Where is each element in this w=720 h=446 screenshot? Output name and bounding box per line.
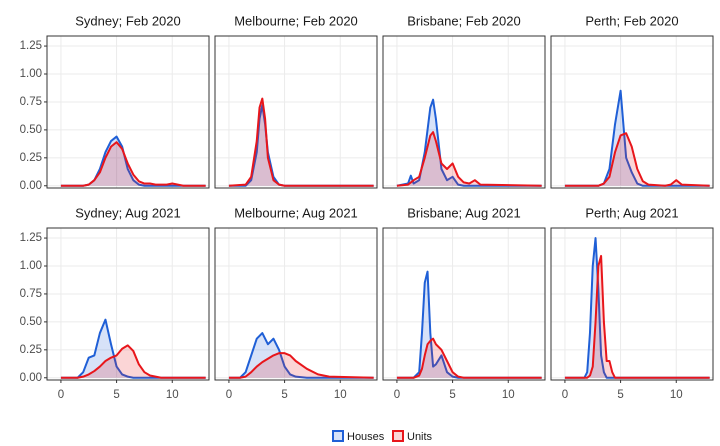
- y-tick-label: 1.25: [20, 40, 42, 52]
- x-tick-label: 0: [394, 389, 400, 401]
- density-curve: [228, 332, 374, 379]
- y-tick-label: 0.75: [20, 96, 42, 108]
- y-tick-label: 0.75: [20, 288, 42, 300]
- panel-background: [215, 228, 377, 380]
- legend-label: Units: [407, 431, 433, 443]
- legend-label: Houses: [347, 431, 385, 443]
- density-curve: [564, 89, 710, 187]
- panel-background: [383, 36, 545, 188]
- x-tick-label: 0: [226, 389, 232, 401]
- y-tick-label: 1.25: [20, 232, 42, 244]
- strip-title: Perth; Aug 2021: [585, 205, 678, 220]
- panel-border: [46, 35, 210, 189]
- density-curve: [396, 98, 542, 187]
- panel-background: [551, 228, 713, 380]
- density-curve: [228, 352, 374, 379]
- density-curve: [396, 270, 542, 379]
- density-curve: [60, 141, 206, 187]
- x-tick-label: 0: [58, 389, 64, 401]
- x-tick-label: 5: [281, 389, 287, 401]
- density-curve: [228, 97, 374, 187]
- x-tick-label: 5: [449, 389, 455, 401]
- strip-title: Sydney; Feb 2020: [75, 13, 181, 28]
- panel-border: [382, 35, 546, 189]
- strip-title: Perth; Feb 2020: [585, 13, 678, 28]
- density-curve: [564, 254, 710, 379]
- strip-title: Melbourne; Aug 2021: [234, 205, 358, 220]
- x-tick-label: 10: [334, 389, 347, 401]
- x-tick-label: 0: [562, 389, 568, 401]
- density-curve: [60, 318, 206, 379]
- strip-title: Brisbane; Aug 2021: [407, 205, 520, 220]
- panel-border: [550, 227, 714, 381]
- y-tick-label: 0.25: [20, 152, 42, 164]
- panel-background: [47, 228, 209, 380]
- panel-background: [383, 228, 545, 380]
- panel-border: [214, 227, 378, 381]
- strip-title: Sydney; Aug 2021: [75, 205, 181, 220]
- density-curve: [60, 344, 206, 379]
- legend-key: [332, 430, 344, 442]
- panel-background: [215, 36, 377, 188]
- y-tick-label: 1.00: [20, 68, 42, 80]
- density-curve: [396, 337, 542, 379]
- y-tick-label: 0.50: [20, 316, 42, 328]
- x-tick-label: 5: [113, 389, 119, 401]
- density-curve: [564, 132, 710, 187]
- legend-key: [392, 430, 404, 442]
- x-tick-label: 10: [670, 389, 683, 401]
- panel-border: [550, 35, 714, 189]
- y-tick-label: 0.25: [20, 344, 42, 356]
- panel-border: [46, 227, 210, 381]
- density-curve: [396, 131, 542, 187]
- x-tick-label: 10: [166, 389, 179, 401]
- x-tick-label: 5: [617, 389, 623, 401]
- strip-title: Melbourne; Feb 2020: [234, 13, 358, 28]
- strip-title: Brisbane; Feb 2020: [407, 13, 520, 28]
- y-tick-label: 0.00: [20, 180, 42, 192]
- y-tick-label: 1.00: [20, 260, 42, 272]
- panel-border: [214, 35, 378, 189]
- panel-border: [382, 227, 546, 381]
- y-tick-label: 0.00: [20, 372, 42, 384]
- panel-background: [551, 36, 713, 188]
- y-tick-label: 0.50: [20, 124, 42, 136]
- x-tick-label: 10: [502, 389, 515, 401]
